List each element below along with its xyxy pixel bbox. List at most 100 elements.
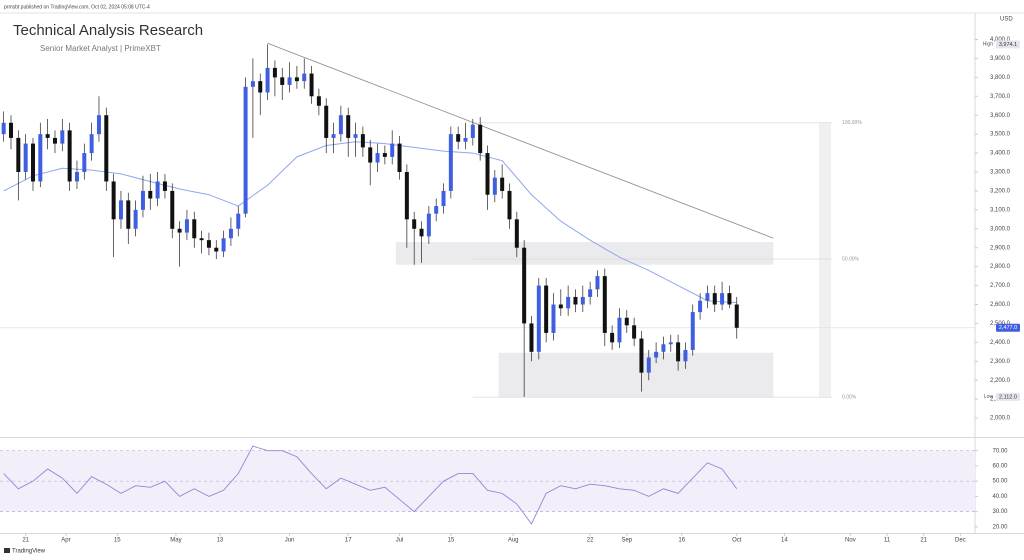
- y-tick-label: 2,400.0: [990, 340, 1011, 346]
- candle-body: [448, 134, 453, 191]
- y-tick-label: 3,100.0: [990, 207, 1011, 213]
- low-badge: [996, 392, 1020, 401]
- x-tick-label: 22: [587, 538, 594, 544]
- candle-body: [67, 130, 72, 182]
- currency-label: USD: [1000, 17, 1013, 23]
- last_price-badge: [996, 323, 1020, 332]
- candle-body: [111, 181, 116, 220]
- y-tick-label: 2,200.0: [990, 378, 1011, 384]
- y-tick-label: 3,400.0: [990, 151, 1011, 157]
- x-tick-label: May: [170, 538, 181, 544]
- last_price-label: 2,477.0: [999, 325, 1017, 331]
- candle-body: [265, 67, 270, 93]
- candle-body: [646, 357, 651, 373]
- candle-body: [536, 285, 541, 352]
- candle-body: [82, 153, 87, 172]
- candle-body: [426, 213, 431, 237]
- candle-body: [60, 130, 65, 144]
- candle-body: [676, 342, 681, 362]
- candle-body: [324, 105, 329, 138]
- candle-body: [712, 293, 717, 305]
- candle-body: [529, 323, 534, 352]
- rsi-y-tick-label: 70.00: [992, 448, 1008, 454]
- high-badge: [996, 40, 1020, 49]
- candle-body: [346, 115, 351, 138]
- candle-body: [272, 67, 277, 78]
- candle-body: [133, 209, 138, 229]
- candle-body: [280, 77, 285, 85]
- candle-body: [1, 122, 6, 135]
- x-tick-label: 21: [920, 538, 927, 544]
- candle-body: [654, 351, 659, 358]
- x-tick-label: Apr: [61, 538, 70, 544]
- candle-body: [287, 77, 292, 85]
- candle-body: [360, 134, 365, 148]
- candle-body: [258, 81, 263, 93]
- x-tick-label: 11: [884, 538, 891, 544]
- candle-body: [243, 86, 248, 214]
- y-tick-label: 4,000.0: [990, 37, 1011, 43]
- rsi-y-tick-label: 30.00: [992, 509, 1008, 515]
- candle-body: [16, 137, 21, 172]
- fib-label: 0.00%: [842, 395, 857, 401]
- candle-body: [588, 289, 593, 297]
- candle-body: [338, 115, 343, 135]
- candle-body: [382, 153, 387, 157]
- y-tick-label: 3,200.0: [990, 189, 1011, 195]
- candle-body: [228, 228, 233, 239]
- candle-body: [170, 190, 175, 229]
- candle-body: [492, 177, 497, 195]
- candle-body: [595, 276, 600, 290]
- y-tick-label: 2,000.0: [990, 416, 1011, 422]
- x-tick-label: 21: [22, 538, 29, 544]
- candle-body: [45, 134, 50, 138]
- x-tick-label: Oct: [732, 538, 742, 544]
- candle-body: [683, 349, 688, 362]
- candle-body: [148, 190, 153, 199]
- candle-body: [236, 213, 241, 229]
- candle-body: [500, 177, 505, 191]
- chart-subtitle: Senior Market Analyst | PrimeXBT: [40, 44, 161, 53]
- brand: TradingView: [12, 549, 46, 555]
- candle-body: [126, 200, 131, 229]
- candle-body: [52, 137, 57, 144]
- candle-body: [617, 317, 622, 343]
- x-tick-label: 16: [678, 538, 685, 544]
- candle-body: [30, 143, 35, 182]
- candle-body: [602, 276, 607, 333]
- rsi-y-tick-label: 40.00: [992, 494, 1008, 500]
- candle-body: [522, 247, 527, 324]
- y-tick-label: 3,600.0: [990, 113, 1011, 119]
- candle-body: [661, 344, 666, 352]
- x-tick-label: 14: [781, 538, 788, 544]
- candle-body: [551, 304, 556, 333]
- candle-body: [155, 181, 160, 199]
- candle-body: [206, 240, 211, 248]
- candle-body: [580, 296, 585, 305]
- candle-body: [566, 296, 571, 309]
- candle-body: [404, 172, 409, 220]
- candle-body: [412, 219, 417, 229]
- candle-body: [573, 296, 578, 305]
- candle-body: [514, 219, 519, 248]
- rsi-line: [3, 445, 738, 525]
- candle-body: [331, 134, 336, 138]
- x-tick-label: Jul: [396, 538, 404, 544]
- candle-body: [177, 228, 182, 233]
- candle-body: [558, 304, 563, 309]
- y-tick-label: 2,900.0: [990, 245, 1011, 251]
- candle-body: [192, 219, 197, 239]
- candle-body: [397, 143, 402, 172]
- x-tick-label: Nov: [845, 538, 856, 544]
- x-tick-label: 15: [448, 538, 455, 544]
- x-tick-label: 13: [217, 538, 224, 544]
- candle-body: [698, 300, 703, 313]
- candle-body: [302, 73, 307, 82]
- candle-body: [250, 81, 255, 87]
- candle-body: [507, 190, 512, 220]
- candle-body: [705, 293, 710, 301]
- y-tick-label: 2,300.0: [990, 359, 1011, 365]
- candle-body: [294, 77, 299, 82]
